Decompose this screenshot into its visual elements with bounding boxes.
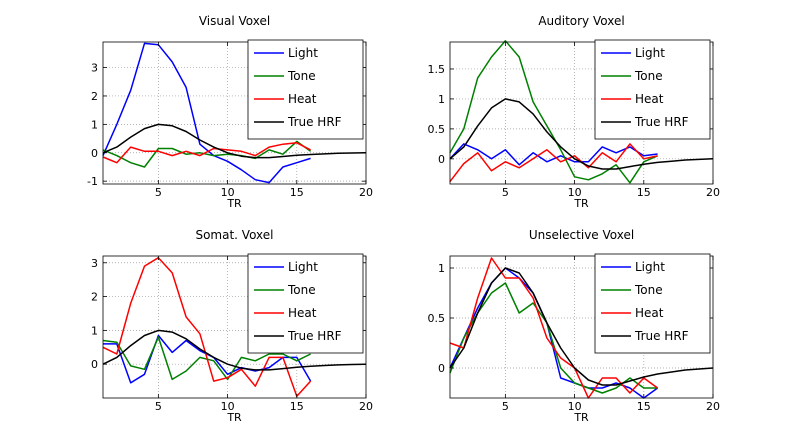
series-line-tone bbox=[449, 40, 658, 184]
legend-entry: Tone bbox=[287, 69, 316, 83]
y-tick-label: 0.5 bbox=[428, 123, 446, 136]
x-tick-label: 10 bbox=[221, 400, 235, 413]
x-axis-label: TR bbox=[573, 197, 589, 210]
x-axis-label: TR bbox=[573, 411, 589, 424]
series-line-heat bbox=[102, 142, 311, 164]
y-tick-label: 1 bbox=[438, 262, 445, 275]
legend-entry: True HRF bbox=[287, 329, 342, 343]
y-tick-label: 0 bbox=[438, 153, 445, 166]
legend-box bbox=[594, 253, 711, 354]
y-tick-label: 2 bbox=[91, 291, 98, 304]
y-tick-label: 1 bbox=[91, 118, 98, 131]
chart-panel-1: 5 10 15 20 -1 0 1 2 3 Visual Voxel TR Light Tone Heat… bbox=[87, 14, 373, 210]
y-tick-label: -1 bbox=[87, 175, 98, 188]
x-tick-label: 15 bbox=[290, 186, 304, 199]
chart-title: Visual Voxel bbox=[199, 14, 270, 28]
y-tick-label: 1 bbox=[438, 93, 445, 106]
legend-entry: Light bbox=[288, 260, 318, 274]
series-line-tone bbox=[102, 140, 312, 168]
x-tick-label: 5 bbox=[155, 186, 162, 199]
axes-box bbox=[449, 255, 714, 399]
x-tick-label: 10 bbox=[221, 186, 235, 199]
legend-entry: Heat bbox=[635, 306, 664, 320]
chart-panel-3: 5 10 15 20 0 1 2 3 Somat. Voxel TR Light Tone Heat Tr… bbox=[91, 228, 373, 424]
y-tick-label: 0 bbox=[438, 362, 445, 375]
y-tick-label: 3 bbox=[91, 62, 98, 75]
series-line-true-hrf bbox=[102, 329, 367, 371]
legend-entry: Heat bbox=[288, 306, 317, 320]
x-tick-label: 20 bbox=[359, 400, 373, 413]
x-tick-label: 20 bbox=[706, 400, 720, 413]
y-tick-label: 0 bbox=[91, 147, 98, 160]
legend-entry: Heat bbox=[288, 92, 317, 106]
legend-entry: True HRF bbox=[634, 329, 689, 343]
axes-box bbox=[102, 255, 367, 399]
legend-entry: Light bbox=[635, 46, 665, 60]
x-tick-label: 15 bbox=[290, 400, 304, 413]
y-tick-label: 1.5 bbox=[428, 63, 446, 76]
legend: Light Tone Heat True HRF bbox=[247, 253, 364, 354]
y-tick-label: 0.5 bbox=[428, 312, 446, 325]
series-line-heat bbox=[449, 257, 659, 399]
x-axis-label: TR bbox=[226, 411, 242, 424]
x-tick-label: 10 bbox=[568, 186, 582, 199]
legend-entry: True HRF bbox=[287, 115, 342, 129]
chart-title: Unselective Voxel bbox=[529, 228, 634, 242]
chart-title: Somat. Voxel bbox=[195, 228, 273, 242]
x-axis-label: TR bbox=[226, 197, 242, 210]
legend-entry: Heat bbox=[635, 92, 664, 106]
axes-box bbox=[102, 41, 367, 185]
legend-entry: Tone bbox=[634, 283, 663, 297]
axes-box bbox=[449, 41, 714, 185]
y-tick-label: 3 bbox=[91, 257, 98, 270]
chart-title: Auditory Voxel bbox=[538, 14, 624, 28]
series-line-heat bbox=[449, 143, 658, 183]
series-line-true-hrf bbox=[102, 123, 367, 159]
legend-entry: Tone bbox=[287, 283, 316, 297]
series-line-heat bbox=[102, 256, 312, 398]
series-line-true-hrf bbox=[449, 267, 714, 386]
x-tick-label: 5 bbox=[155, 400, 162, 413]
chart-panel-2: 5 10 15 20 0 0.5 1 1.5 Auditory Voxel TR Light Tone… bbox=[428, 14, 721, 210]
chart-panel-4: 5 10 15 20 0 0.5 1 Unselective Voxel TR Light Tone… bbox=[428, 228, 721, 424]
y-tick-label: 1 bbox=[91, 324, 98, 337]
legend-entry: True HRF bbox=[634, 115, 689, 129]
series-line-light bbox=[449, 143, 658, 166]
series-line-light bbox=[102, 42, 311, 184]
x-tick-label: 10 bbox=[568, 400, 582, 413]
legend-entry: Light bbox=[635, 260, 665, 274]
legend: Light Tone Heat True HRF bbox=[247, 39, 364, 140]
x-tick-label: 5 bbox=[502, 186, 509, 199]
legend: Light Tone Heat True HRF bbox=[594, 39, 711, 140]
legend-entry: Light bbox=[288, 46, 318, 60]
legend: Light Tone Heat True HRF bbox=[594, 253, 711, 354]
x-tick-label: 15 bbox=[637, 400, 651, 413]
x-tick-label: 20 bbox=[359, 186, 373, 199]
series-line-true-hrf bbox=[449, 98, 714, 170]
legend-entry: Tone bbox=[634, 69, 663, 83]
y-tick-label: 0 bbox=[91, 358, 98, 371]
x-tick-label: 5 bbox=[502, 400, 509, 413]
x-tick-label: 20 bbox=[706, 186, 720, 199]
y-tick-label: 2 bbox=[91, 90, 98, 103]
x-tick-label: 15 bbox=[637, 186, 651, 199]
